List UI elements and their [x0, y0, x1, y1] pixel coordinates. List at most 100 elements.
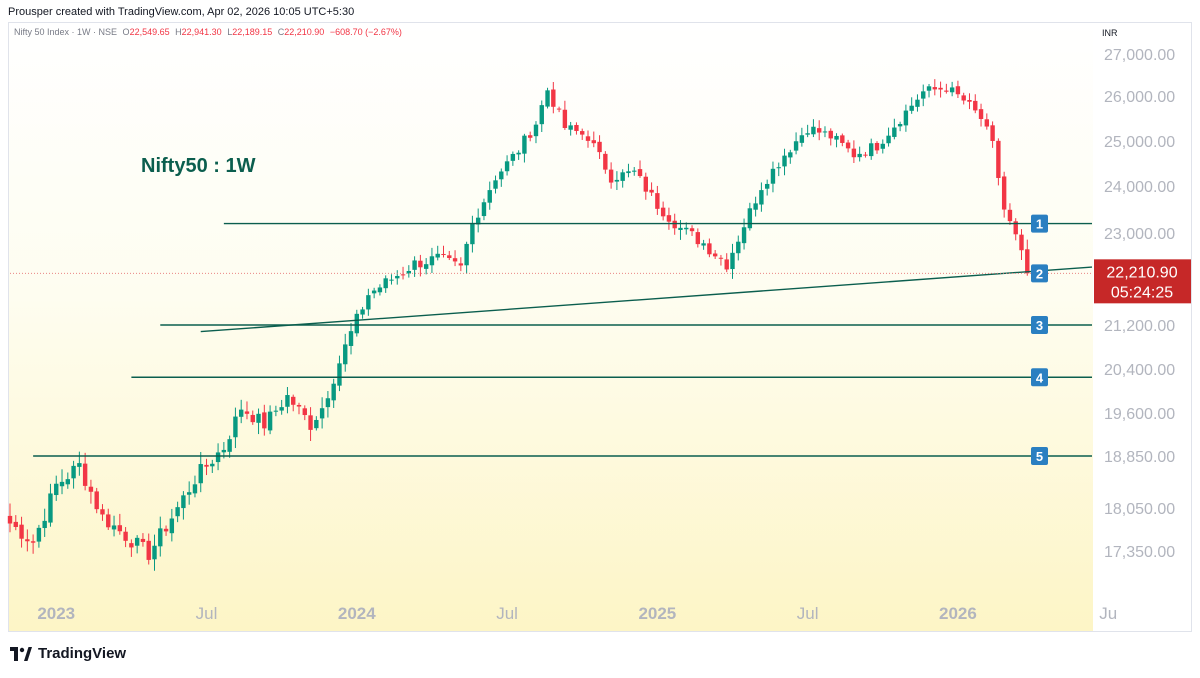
candle-body [869, 143, 874, 157]
candle-body [418, 260, 423, 268]
candle [302, 405, 307, 421]
candle-body [54, 483, 59, 496]
trendline [200, 266, 1093, 333]
candle-body [348, 331, 354, 346]
candle [533, 121, 539, 144]
tradingview-logo[interactable]: TradingView [10, 645, 126, 662]
candle [129, 539, 134, 557]
candle-body [967, 100, 972, 102]
chart-title: Nifty50 : 1W [141, 155, 256, 177]
candle [522, 133, 527, 163]
candle-body [302, 408, 307, 416]
candle-body [77, 463, 82, 467]
candle-body [94, 491, 99, 510]
candle [314, 416, 319, 431]
candle [603, 151, 608, 174]
candle-body [1025, 249, 1030, 274]
candle [851, 140, 857, 164]
candle [239, 399, 244, 424]
candle-body [516, 152, 521, 155]
candle-body [926, 86, 932, 91]
candle [591, 131, 596, 148]
x-tick-label: Jul [196, 604, 218, 623]
candle-body [458, 263, 464, 266]
candle [1019, 229, 1024, 260]
candle-body [736, 241, 741, 254]
candle-body [978, 109, 984, 119]
candle [562, 100, 568, 130]
candle-body [285, 395, 290, 407]
candle [406, 265, 412, 278]
candle [568, 121, 573, 136]
candle [776, 162, 781, 177]
candle-body [1007, 209, 1013, 222]
candle-body [406, 270, 412, 274]
candle-body [383, 278, 388, 289]
candle [279, 399, 284, 415]
last-price-value: 22,210.90 [1106, 264, 1177, 281]
candle [82, 452, 88, 491]
candle [504, 155, 510, 176]
candle-body [996, 140, 1001, 178]
candle [412, 256, 417, 277]
candle-body [7, 515, 13, 524]
candle-body [961, 95, 966, 101]
level-label-5: 5 [1031, 447, 1048, 465]
candle [921, 84, 926, 107]
candle [938, 81, 943, 98]
candle-body [221, 449, 227, 453]
candle-body [580, 131, 585, 135]
candle [944, 83, 949, 94]
candle-body [198, 464, 203, 484]
candle-body [366, 295, 371, 310]
change-value: −608.70 (−2.67%) [329, 27, 402, 37]
candle [7, 503, 13, 533]
candle-body [724, 259, 729, 270]
candle-body [689, 228, 695, 232]
candle [880, 139, 885, 154]
candle-body [129, 543, 134, 548]
candle-body [452, 258, 458, 262]
candle [817, 120, 822, 141]
candle [510, 151, 516, 166]
level-label-1: 1 [1031, 214, 1048, 233]
candle [886, 127, 891, 147]
candle [77, 451, 82, 476]
y-tick-label: 18,050.00 [1104, 501, 1175, 518]
candle-body [360, 309, 365, 315]
candle-body [851, 148, 857, 158]
candle-body [707, 243, 712, 255]
candle [955, 80, 961, 99]
x-tick-label: Jul [496, 604, 518, 623]
x-tick-label: 2024 [338, 604, 376, 623]
open-label: O [122, 27, 130, 37]
candle-body [585, 136, 591, 141]
candle-body [955, 86, 961, 95]
candle-body [1001, 176, 1007, 210]
candle-body [793, 141, 799, 151]
candle [383, 275, 388, 293]
candle [30, 534, 36, 554]
candle-body [123, 531, 128, 541]
candle-body [649, 189, 654, 193]
candle-body [660, 207, 666, 217]
candle-body [296, 404, 302, 407]
candle [585, 130, 591, 148]
candle-body [568, 125, 573, 130]
last-price-badge-bg [1094, 259, 1191, 304]
candle [158, 516, 163, 557]
plot-area[interactable] [9, 23, 1093, 631]
candle [186, 481, 192, 505]
candle-body [88, 486, 94, 492]
price-axis[interactable] [1093, 23, 1191, 631]
candle-body [42, 520, 47, 529]
candle-body [718, 257, 724, 259]
candle [19, 516, 24, 548]
candle [493, 175, 498, 194]
candle-body [239, 409, 244, 417]
candle-body [643, 176, 648, 192]
candle [447, 250, 452, 261]
candle-body [377, 287, 383, 293]
candle [319, 397, 325, 429]
